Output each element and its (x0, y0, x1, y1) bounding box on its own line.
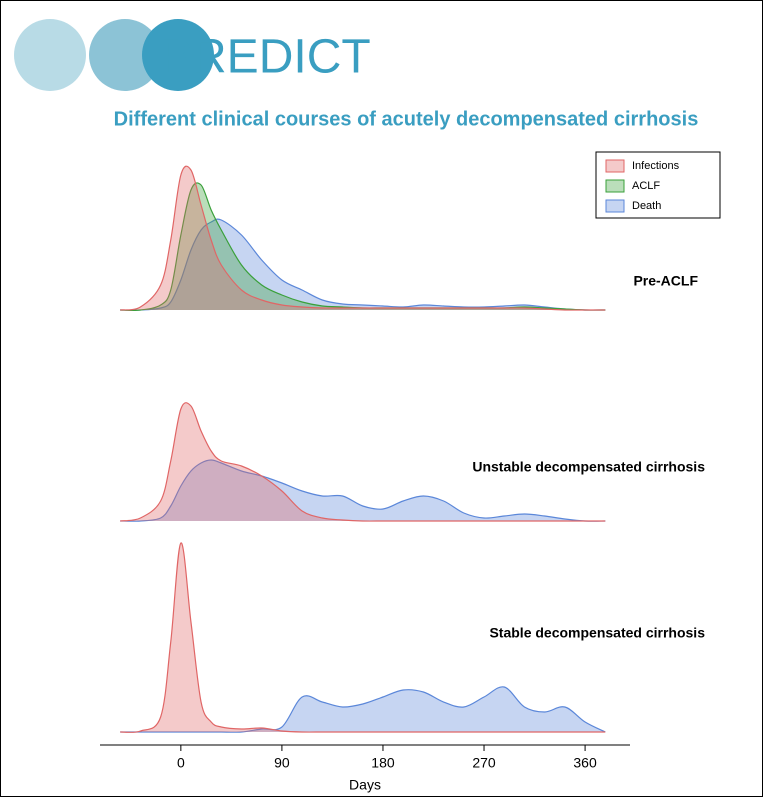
ridge-label: Stable decompensated cirrhosis (489, 625, 705, 641)
density-area (120, 219, 606, 311)
legend-swatch (605, 159, 625, 173)
ridge-label: Pre-ACLF (633, 273, 698, 289)
x-tick-label: 270 (472, 755, 496, 771)
legend-swatch (605, 199, 625, 213)
logo-circle (89, 19, 161, 91)
density-line (120, 218, 606, 311)
density-area (120, 460, 606, 522)
x-tick-label: 90 (274, 755, 290, 771)
density-area (120, 402, 606, 522)
density-line (120, 165, 606, 311)
legend-label: ACLF (632, 180, 660, 192)
density-area (120, 542, 606, 733)
x-axis-label: Days (349, 777, 381, 793)
legend-label: Infections (632, 160, 680, 172)
legend-label: Death (632, 200, 661, 212)
density-line (120, 459, 606, 522)
legend-box (595, 151, 721, 219)
density-area (120, 166, 606, 311)
x-tick-label: 360 (573, 755, 597, 771)
density-area (120, 182, 606, 311)
density-line (120, 686, 606, 733)
x-tick-label: 0 (177, 755, 185, 771)
logo-text: PREDICT (160, 31, 371, 84)
chart-title: Different clinical courses of acutely de… (114, 108, 699, 130)
density-area (120, 686, 606, 733)
legend-swatch (605, 179, 625, 193)
x-tick-label: 180 (371, 755, 395, 771)
density-line (120, 542, 606, 733)
logo-circle (142, 19, 214, 91)
logo-circle (14, 19, 86, 91)
density-line (120, 402, 606, 522)
ridge-label: Unstable decompensated cirrhosis (472, 459, 705, 475)
